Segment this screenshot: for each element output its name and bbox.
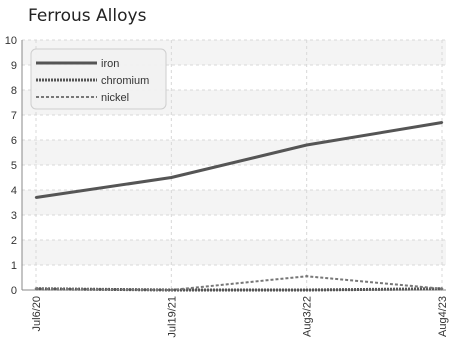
data-point-nickel — [440, 287, 444, 290]
y-tick-label: 5 — [11, 160, 17, 172]
y-axis-ticks: 0 1 2 3 4 5 6 7 8 9 10 — [5, 35, 17, 297]
y-tick-label: 8 — [11, 85, 17, 97]
data-point-iron — [170, 176, 173, 179]
y-tick-label: 0 — [11, 285, 17, 297]
y-tick-label: 6 — [11, 135, 17, 147]
data-point-iron — [440, 121, 444, 124]
y-tick-label: 4 — [11, 185, 17, 197]
data-point-nickel — [170, 288, 173, 292]
x-axis-ticks: Jul6/20 Jul19/21 Aug3/22 Aug4/23 — [31, 296, 449, 338]
y-tick-label: 10 — [5, 35, 17, 47]
legend-label-chromium: chromium — [101, 75, 149, 87]
series-line-nickel — [35, 275, 443, 291]
data-point-iron — [305, 143, 308, 147]
y-tick-label: 1 — [11, 260, 17, 272]
data-point-nickel — [34, 287, 38, 290]
plot-band — [22, 240, 446, 265]
data-point-iron — [34, 196, 38, 199]
legend: iron chromium nickel — [30, 48, 167, 110]
y-tick-label: 3 — [11, 210, 17, 222]
series-lines — [34, 121, 444, 292]
plot-band — [22, 190, 446, 215]
series-line-iron — [35, 121, 443, 199]
x-tick-label: Aug4/23 — [437, 296, 449, 337]
x-tick-label: Jul19/21 — [166, 296, 178, 338]
x-tick-label: Aug3/22 — [302, 296, 314, 337]
data-point-nickel — [305, 275, 308, 278]
data-point-chromium — [305, 288, 308, 292]
legend-label-nickel: nickel — [101, 92, 129, 104]
x-tick-label: Jul6/20 — [31, 296, 43, 331]
legend-label-iron: iron — [101, 58, 119, 70]
y-tick-label: 7 — [11, 110, 17, 122]
chart-title: Ferrous Alloys — [28, 6, 147, 26]
y-tick-label: 9 — [11, 60, 17, 72]
plot-band — [22, 140, 446, 165]
y-tick-label: 2 — [11, 235, 17, 247]
